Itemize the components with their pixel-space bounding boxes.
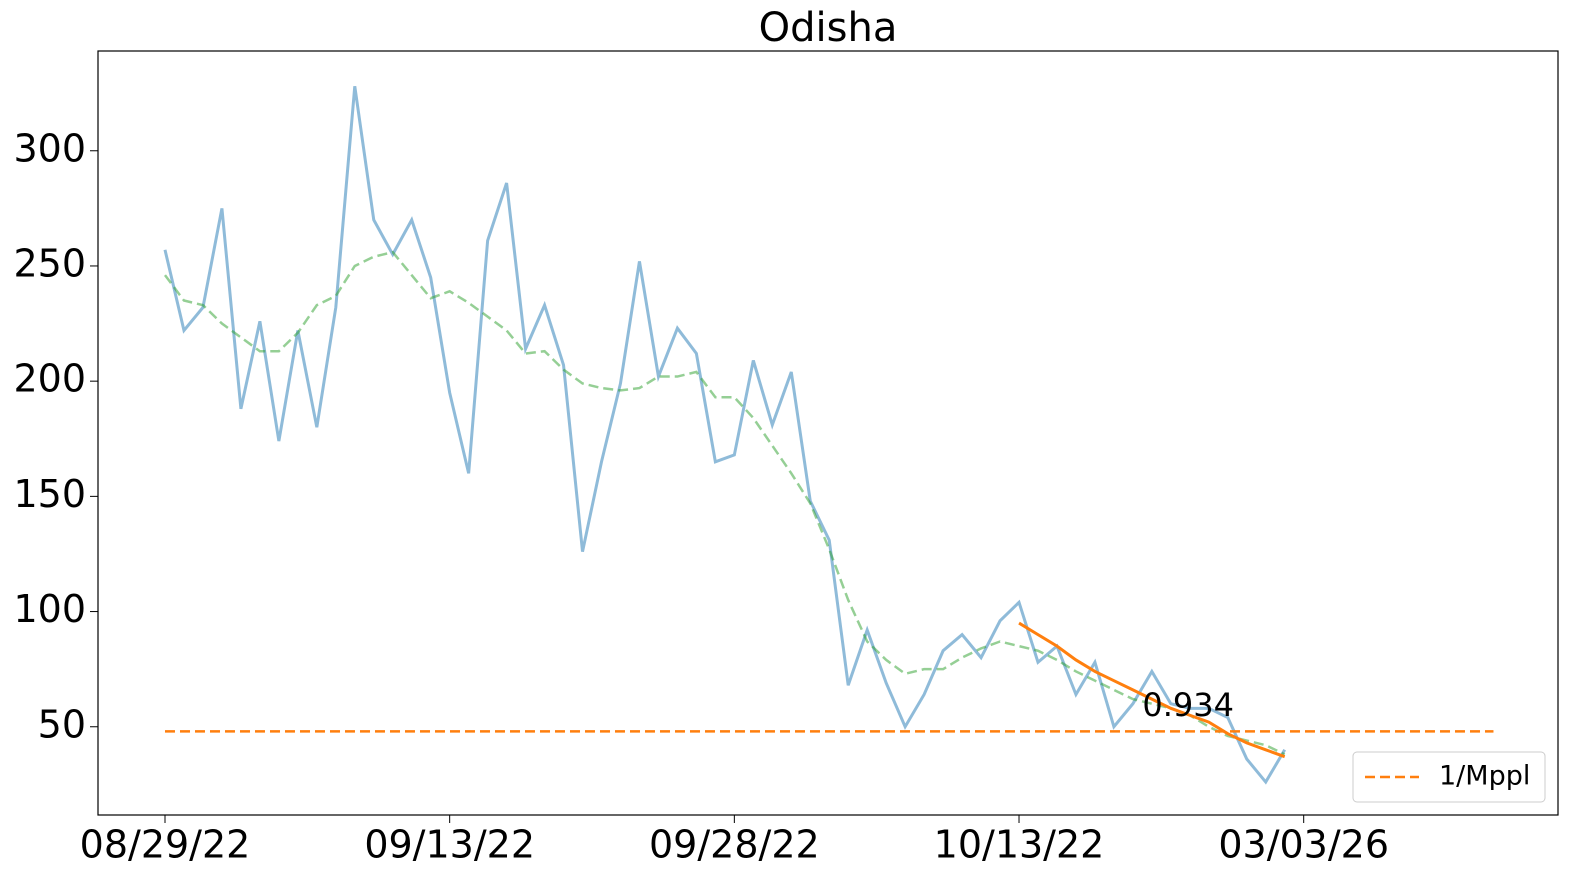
y-tick-label: 200 [13,357,86,401]
legend-label: 1/Mppl [1439,761,1530,792]
series-line [163,86,1287,785]
x-tick-label: 10/13/22 [934,823,1105,867]
x-tick-label: 03/03/26 [1218,823,1389,867]
x-tick-label: 09/28/22 [649,823,820,867]
y-tick-label: 50 [38,702,86,746]
y-tick-label: 100 [13,587,86,631]
y-tick-label: 250 [13,241,86,285]
legend-box [1352,751,1546,803]
y-tick-label: 150 [13,472,86,516]
series-line [1018,621,1286,759]
plot-frame [97,50,1559,816]
annotation: 0.934 [1142,686,1234,724]
series-line [163,250,1286,756]
x-tick-label: 08/29/22 [80,823,251,867]
x-tick-label: 09/13/22 [364,823,535,867]
chart-title: Odisha [759,5,898,51]
y-tick-label: 300 [13,126,86,170]
